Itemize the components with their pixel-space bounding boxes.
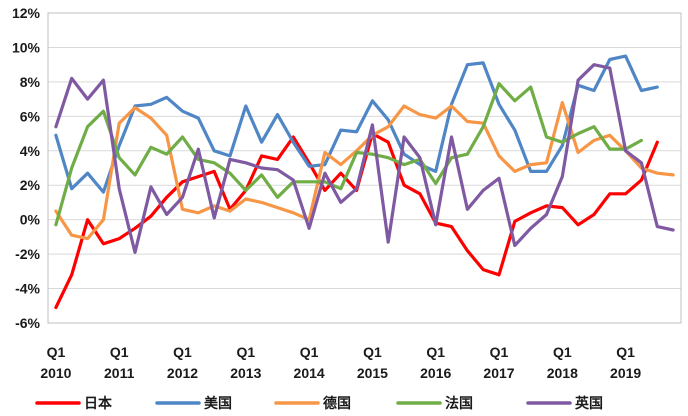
x-tick-label-year: 2019 — [610, 365, 641, 381]
x-tick-label-year: 2014 — [294, 365, 325, 381]
y-tick-label: -4% — [15, 281, 40, 297]
legend-label: 德国 — [323, 395, 351, 412]
x-tick-label-year: 2012 — [167, 365, 198, 381]
y-tick-label: 4% — [20, 143, 41, 159]
y-tick-label: 6% — [20, 108, 41, 124]
x-tick-label-year: 2011 — [104, 365, 135, 381]
x-tick-label-quarter: Q1 — [426, 344, 445, 360]
plot-area — [47, 12, 682, 324]
x-tick-label-quarter: Q1 — [553, 344, 572, 360]
y-tick-label: -6% — [15, 315, 40, 331]
y-tick-label: 8% — [20, 74, 41, 90]
legend-label: 美国 — [204, 395, 232, 412]
x-tick-label-year: 2016 — [420, 365, 451, 381]
series-line-英国 — [54, 63, 675, 254]
series-line-美国 — [54, 54, 659, 194]
y-tick-label: 2% — [20, 177, 41, 193]
x-tick-label-year: 2017 — [483, 365, 514, 381]
y-tick-label: 12% — [12, 5, 41, 21]
x-tick-label-year: 2010 — [40, 365, 71, 381]
y-tick-label: 10% — [12, 39, 41, 55]
y-tick-label: -2% — [15, 246, 40, 262]
x-tick-label-year: 2013 — [230, 365, 261, 381]
x-tick-label-quarter: Q1 — [47, 344, 66, 360]
x-tick-label-quarter: Q1 — [616, 344, 635, 360]
x-axis: Q1 2010 Q1 2011 Q1 2012 Q1 2013 Q1 2014 Q1 2015 Q1 20… — [40, 344, 641, 381]
legend-label: 法国 — [445, 395, 473, 412]
series-line-日本 — [54, 132, 659, 310]
x-tick-label-quarter: Q1 — [300, 344, 319, 360]
x-tick-label-year: 2015 — [357, 365, 388, 381]
x-tick-label-quarter: Q1 — [173, 344, 192, 360]
x-tick-label-year: 2018 — [547, 365, 578, 381]
gridlines — [48, 12, 681, 324]
x-tick-label-quarter: Q1 — [110, 344, 129, 360]
series-lines — [54, 54, 675, 310]
x-tick-label-quarter: Q1 — [236, 344, 255, 360]
legend-label: 日本 — [84, 395, 113, 412]
legend-label: 英国 — [574, 395, 603, 412]
series-line-法国 — [54, 81, 644, 227]
legend: 日本 美国 德国 法国 英国 — [35, 395, 603, 412]
y-tick-label: 0% — [20, 212, 41, 228]
x-tick-label-quarter: Q1 — [490, 344, 509, 360]
x-tick-label-quarter: Q1 — [363, 344, 382, 360]
y-axis: -6% -4% -2% 0% 2% 4% 6% 8% 10% 12% — [12, 5, 41, 331]
